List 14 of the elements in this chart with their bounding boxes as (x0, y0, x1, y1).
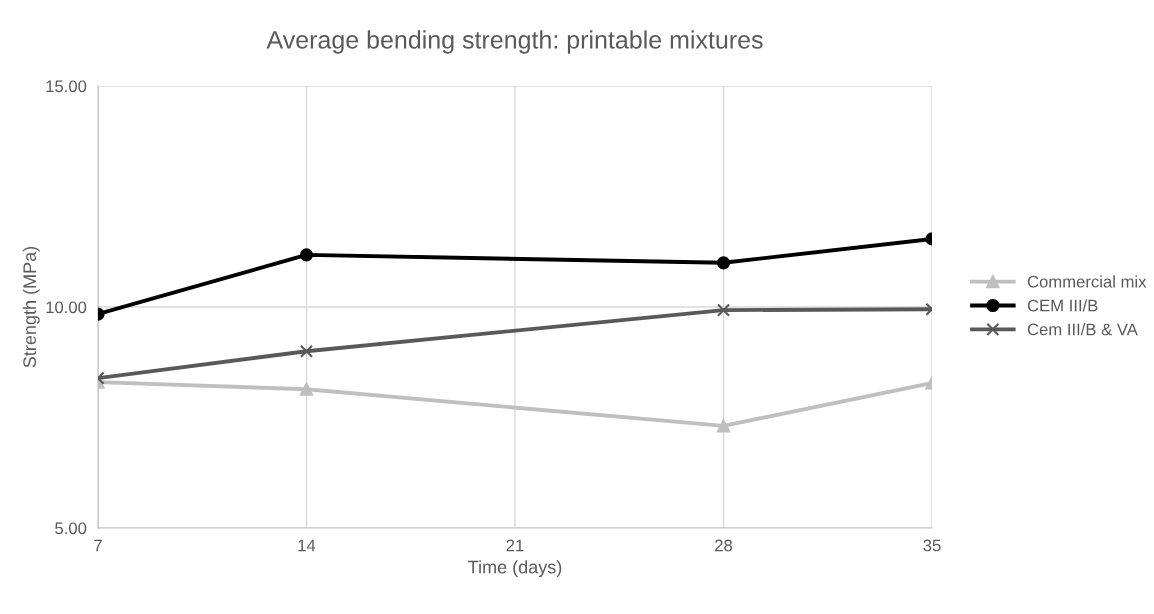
x-axis-title: Time (days) (468, 560, 562, 578)
x-tick-label: 35 (923, 539, 941, 552)
x-tick-label: 7 (94, 539, 102, 552)
y-tick-label: 5.00 (55, 522, 87, 535)
y-axis-title: Strength (MPa) (22, 246, 40, 368)
x-tick-label: 21 (506, 539, 524, 552)
x-tick-label: 14 (298, 539, 316, 552)
chart-title: Average bending strength: printable mixtures (266, 30, 763, 54)
x-tick-label: 28 (715, 539, 733, 552)
legend-label: CEM III/B (1027, 299, 1098, 312)
legend-label: Cem III/B & VA (1027, 323, 1138, 336)
legend-label: Commercial mix (1027, 275, 1147, 288)
y-tick-label: 15.00 (46, 80, 87, 93)
y-tick-label: 10.00 (46, 301, 87, 314)
